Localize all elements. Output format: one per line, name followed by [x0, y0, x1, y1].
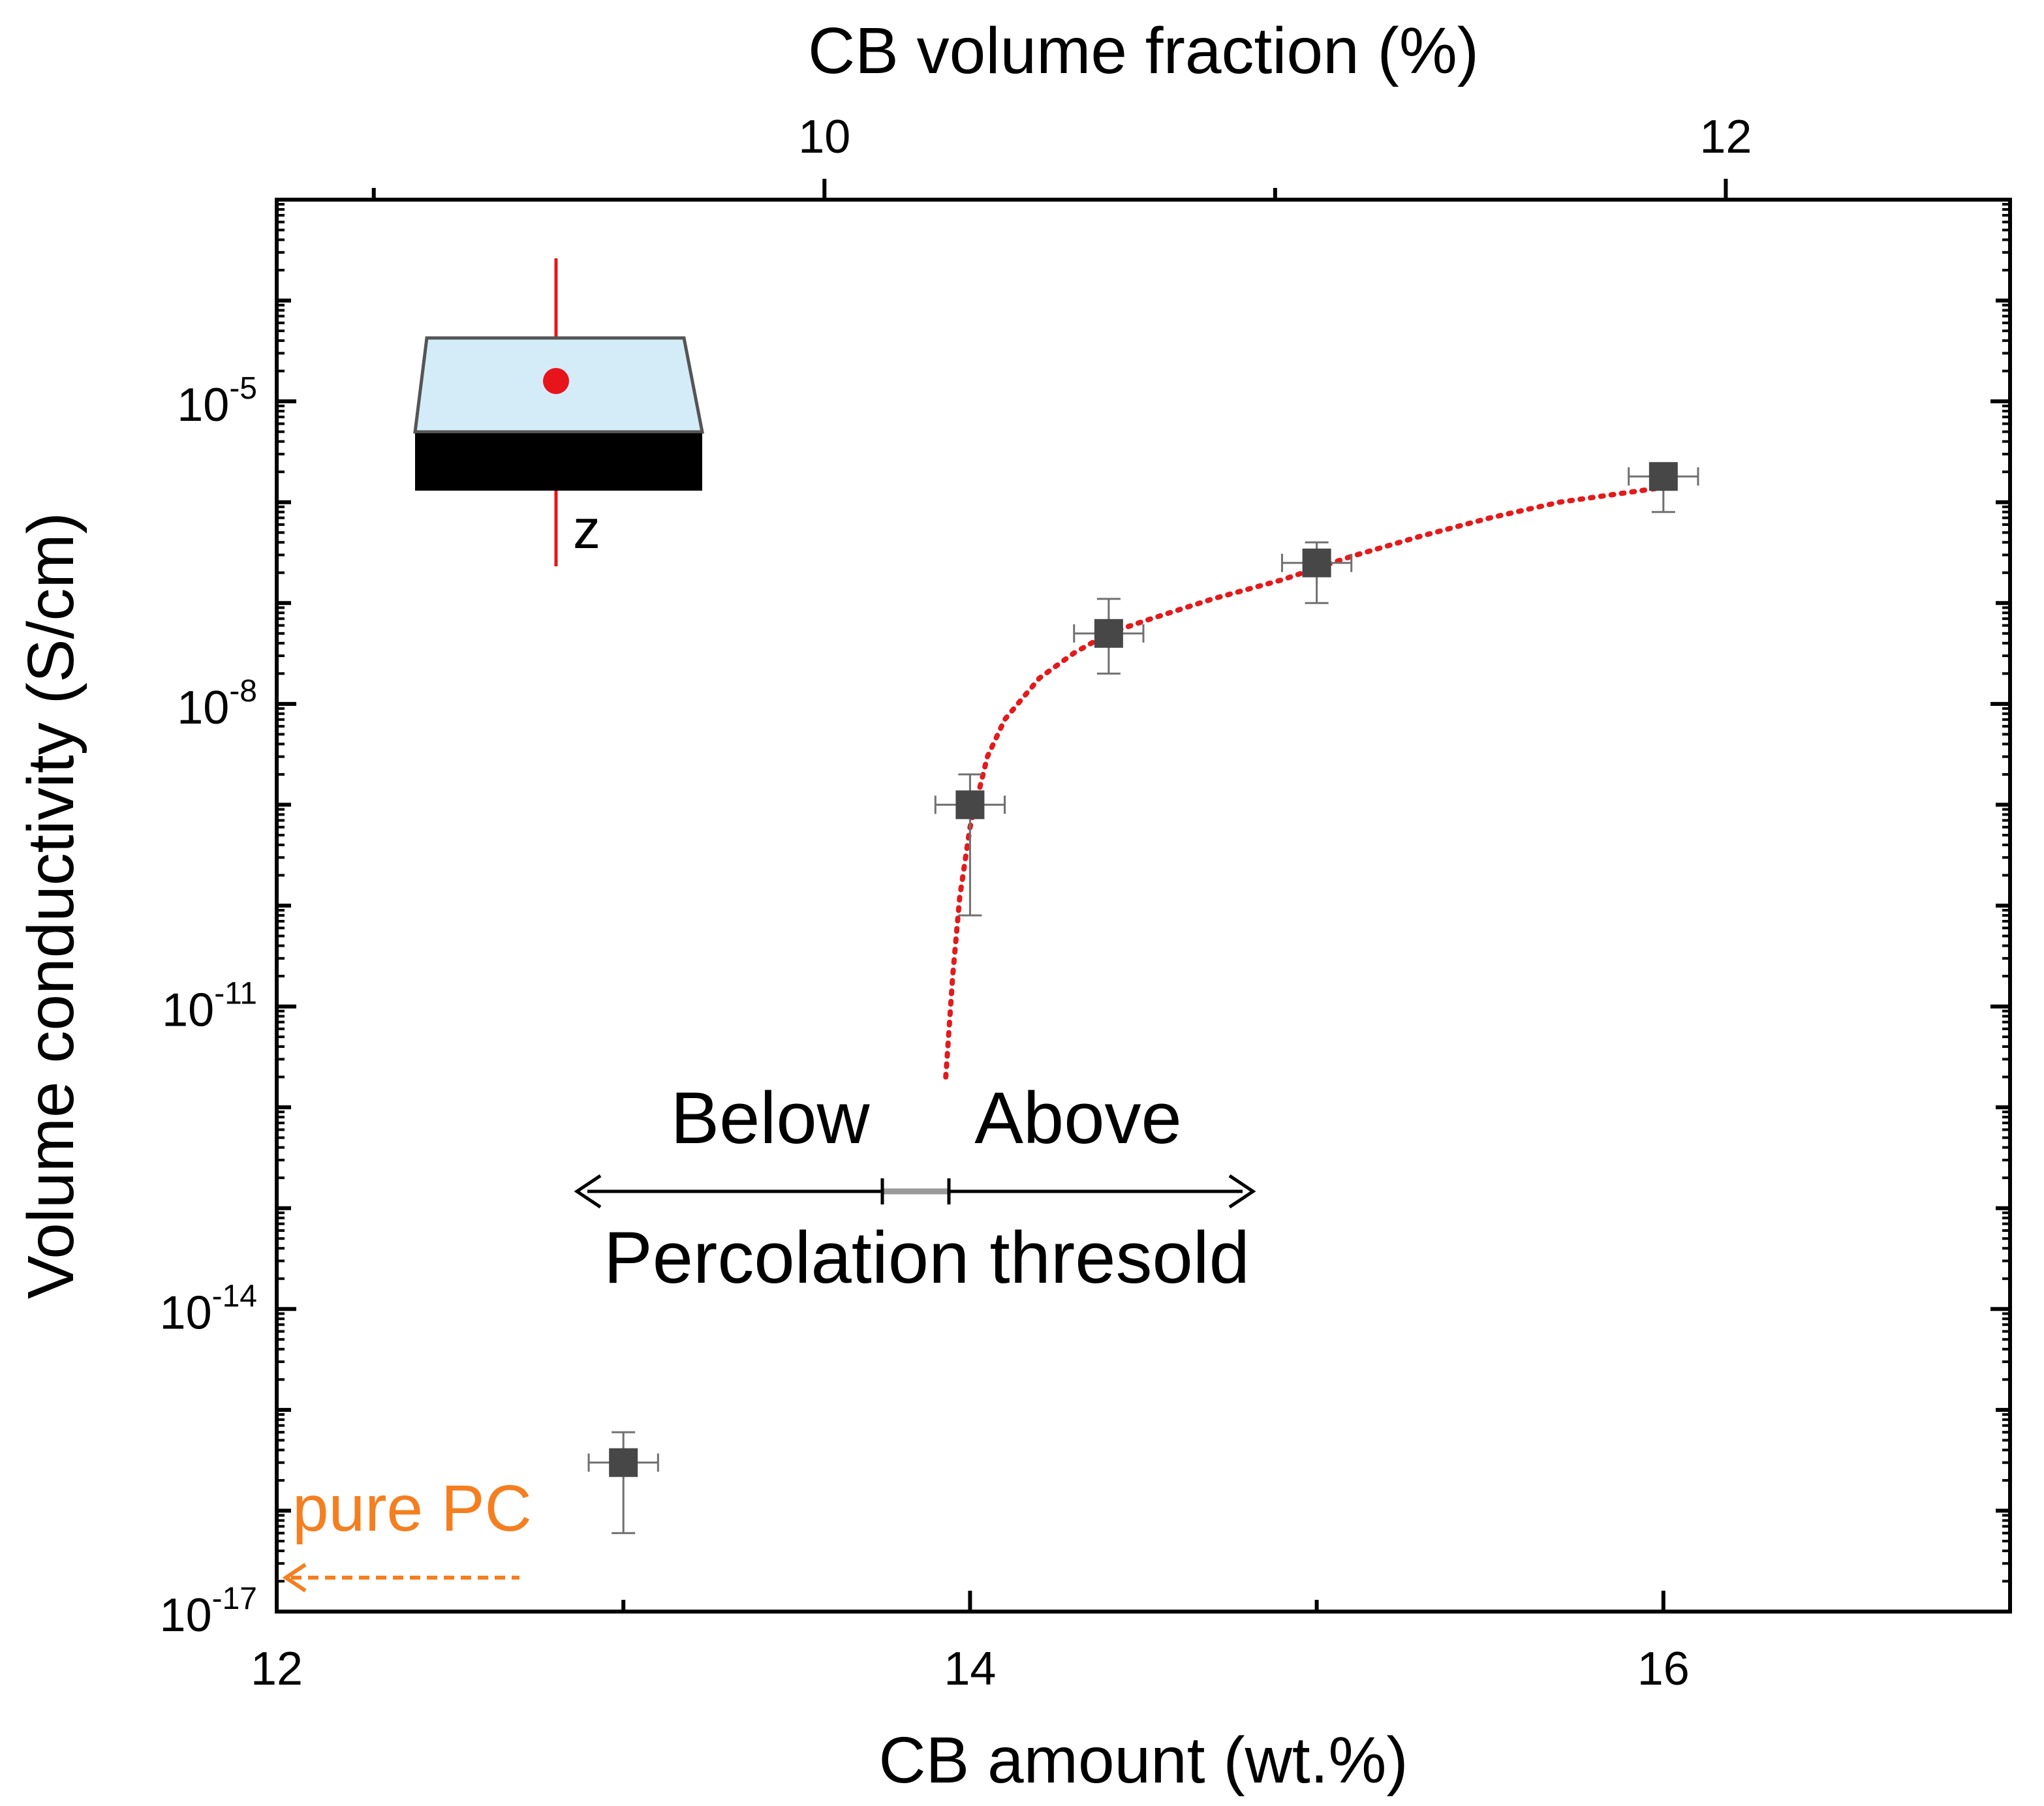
above-label: Above [974, 1077, 1182, 1159]
data-point-group [1628, 462, 1699, 513]
y-tick-exponent: -14 [212, 1279, 257, 1313]
x-tick-label: 16 [1637, 1643, 1690, 1695]
data-point-group [934, 773, 1006, 917]
pure-pc-label: pure PC [292, 1472, 532, 1545]
y-tick-label: 10-8 [177, 674, 257, 734]
percolation-annotation: Below Above Percolation thresold [574, 1077, 1256, 1298]
y-tick-base: 10 [160, 1589, 212, 1642]
x-tick-label: 14 [944, 1643, 996, 1695]
y-tick-exponent: -17 [212, 1582, 257, 1616]
data-point [1302, 548, 1331, 577]
y-tick-exponent: -5 [229, 371, 257, 406]
sample-bottom-layer [415, 433, 702, 491]
pure-pc-arrowhead [282, 1563, 307, 1593]
y-tick-label: 10-14 [160, 1279, 257, 1339]
y-tick-label: 10-17 [160, 1582, 257, 1642]
z-axis-label: z [573, 498, 600, 560]
data-point [1094, 619, 1123, 648]
y-tick-base: 10 [177, 682, 229, 734]
data-point [1649, 462, 1678, 491]
sample-inset: z [413, 258, 705, 566]
right-arrowhead [1228, 1174, 1256, 1209]
below-label: Below [670, 1077, 870, 1159]
y-tick-base: 10 [177, 379, 229, 431]
data-point [955, 790, 985, 819]
y-tick-exponent: -11 [214, 977, 257, 1011]
plot-frame [275, 198, 2012, 1614]
y-tick-exponent: -8 [229, 674, 257, 709]
x2-tick-label: 10 [798, 111, 850, 163]
threshold-label: Percolation thresold [604, 1217, 1250, 1298]
pure-pc-annotation: pure PC [282, 1472, 532, 1593]
probe-dot [543, 368, 569, 394]
x-axis-title: CB amount (wt.%) [878, 1724, 1408, 1797]
x2-axis-title: CB volume fraction (%) [808, 14, 1479, 87]
y-axis-title: Volume conductivity (S/cm) [14, 512, 87, 1299]
left-arrowhead [574, 1174, 602, 1209]
x2-tick-label: 12 [1699, 111, 1752, 163]
y-tick-base: 10 [162, 985, 214, 1037]
data-point-group [587, 1431, 659, 1535]
y-tick-base: 10 [160, 1287, 212, 1339]
data-point [609, 1448, 638, 1477]
data-point-group [1280, 541, 1353, 604]
x-tick-label: 12 [251, 1643, 303, 1695]
points-layer [587, 462, 1699, 1535]
y-tick-label: 10-5 [177, 371, 257, 431]
data-point-group [1073, 598, 1145, 675]
y-tick-label: 10-11 [162, 977, 257, 1037]
